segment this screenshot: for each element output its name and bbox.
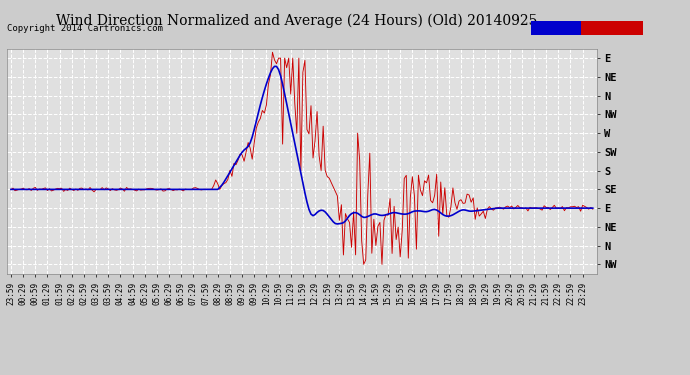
Text: Wind Direction Normalized and Average (24 Hours) (Old) 20140925: Wind Direction Normalized and Average (2…	[56, 13, 538, 27]
Text: Copyright 2014 Cartronics.com: Copyright 2014 Cartronics.com	[7, 24, 163, 33]
Text: Direction: Direction	[588, 23, 636, 32]
Text: Median: Median	[540, 23, 572, 32]
